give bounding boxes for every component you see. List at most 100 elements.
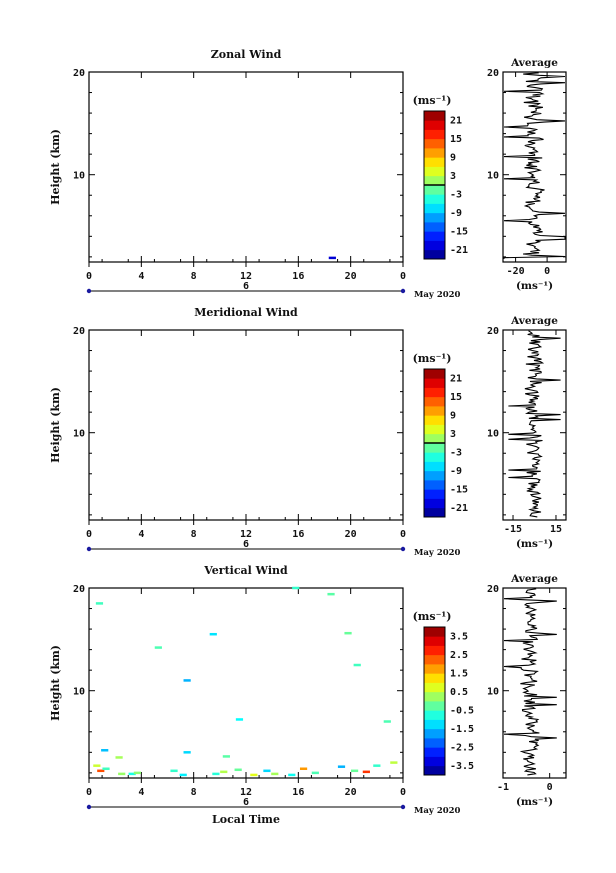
y-tick-label: 20 xyxy=(487,68,499,79)
x-tick-label: 0 xyxy=(400,787,406,798)
average-unit-label: (ms⁻¹) xyxy=(516,538,553,550)
colorbar-band xyxy=(424,203,445,214)
average-title: Average xyxy=(510,315,558,327)
panel-2: Meridional Wind Height (km) 10 20 0 4 8 12 16 20 0… xyxy=(49,306,468,558)
plot-frame xyxy=(88,587,404,779)
x-tick-label: 8 xyxy=(191,529,197,540)
colorbar-tick-label: -2.5 xyxy=(450,742,474,753)
day-bar-start-marker xyxy=(86,546,92,552)
colorbar-band xyxy=(424,710,445,720)
colorbar-band xyxy=(424,443,445,453)
data-cell xyxy=(299,767,308,771)
data-cell xyxy=(362,770,370,774)
y-tick-label: 10 xyxy=(487,171,499,182)
average-frame xyxy=(502,587,567,779)
day-label: 6 xyxy=(243,539,249,550)
data-cell xyxy=(179,773,187,777)
colorbar-tick-label: 3.5 xyxy=(450,631,468,642)
colorbar-band xyxy=(424,138,445,149)
data-cell xyxy=(390,761,398,764)
colorbar-band xyxy=(424,719,445,730)
date-label: May 2020 xyxy=(414,548,461,558)
day-label: 6 xyxy=(243,281,249,292)
colorbar-band xyxy=(424,498,445,509)
y-tick-label: 10 xyxy=(487,429,499,440)
x-tick-label: 0 xyxy=(86,529,92,540)
data-cell xyxy=(327,592,335,596)
data-cell xyxy=(263,769,271,773)
data-cell xyxy=(170,769,178,773)
colorbar-band xyxy=(424,369,445,379)
colorbar-band xyxy=(424,222,445,232)
data-cell xyxy=(118,772,126,776)
x-tick-label: 4 xyxy=(138,529,144,540)
colorbar-band xyxy=(424,378,445,388)
colorbar-frame xyxy=(423,626,446,776)
colorbar-band xyxy=(424,645,445,656)
colorbar-band xyxy=(424,756,445,767)
colorbar-band xyxy=(424,701,445,711)
data-cell xyxy=(271,772,279,776)
panel-title: Meridional Wind xyxy=(194,306,298,319)
x-tick-label: 8 xyxy=(191,787,197,798)
average-profile-line xyxy=(508,330,561,518)
data-cell xyxy=(383,720,391,723)
colorbar-tick-label: 15 xyxy=(450,392,462,403)
average-frame xyxy=(502,71,567,263)
plot-frame xyxy=(88,71,404,263)
panel-1: Zonal Wind Height (km) 10 20 0 4 8 12 16 20 0 6 May … xyxy=(49,48,468,300)
day-label: 6 xyxy=(243,797,249,808)
average-panel-1: Average 10 20 -20 0 (ms⁻¹) xyxy=(487,57,567,292)
y-axis-label: Height (km) xyxy=(49,387,62,463)
average-profile-line xyxy=(503,588,557,776)
x-tick-label: 0 xyxy=(86,787,92,798)
y-tick-label: 10 xyxy=(487,687,499,698)
colorbar-band xyxy=(424,396,445,407)
data-cell xyxy=(133,771,142,775)
data-cell xyxy=(373,764,381,767)
colorbar-band xyxy=(424,111,445,121)
colorbar-band xyxy=(424,738,445,748)
colorbar-tick-label: -0.5 xyxy=(450,705,474,716)
data-cell xyxy=(220,770,228,774)
colorbar-band xyxy=(424,673,445,683)
colorbar-tick-label: 3 xyxy=(450,429,456,440)
day-bar-start-marker xyxy=(86,804,92,810)
day-bar-start-marker xyxy=(86,288,92,294)
x-tick-label: 20 xyxy=(345,787,357,798)
colorbar-tick-label: 15 xyxy=(450,134,462,145)
x-tick-label: 16 xyxy=(292,271,304,282)
colorbar-band xyxy=(424,728,445,739)
colorbar-band xyxy=(424,461,445,472)
colorbar-band xyxy=(424,231,445,241)
colorbar-band xyxy=(424,175,445,186)
date-label: May 2020 xyxy=(414,290,461,300)
average-title: Average xyxy=(510,57,558,69)
panel-title: Vertical Wind xyxy=(203,564,288,577)
x-tick-label: 20 xyxy=(345,529,357,540)
y-tick-label: 10 xyxy=(73,171,85,182)
colorbar-band xyxy=(424,747,445,757)
day-bar-end-marker xyxy=(400,804,406,810)
x-tick-label: 20 xyxy=(345,271,357,282)
x-tick-label: 15 xyxy=(550,524,562,535)
colorbar-tick-label: -9 xyxy=(450,466,462,477)
colorbar-band xyxy=(424,185,445,195)
x-tick-label: 0 xyxy=(547,782,553,793)
x-tick-label: 0 xyxy=(86,271,92,282)
data-cell xyxy=(311,771,319,775)
data-cell xyxy=(212,772,220,776)
average-unit-label: (ms⁻¹) xyxy=(516,796,553,808)
colorbar-band xyxy=(424,682,445,693)
data-cell xyxy=(234,768,242,772)
x-tick-label: 12 xyxy=(240,529,252,540)
data-cell xyxy=(353,663,361,667)
data-cell xyxy=(288,773,296,777)
colorbar-tick-label: 0.5 xyxy=(450,687,468,698)
data-cell xyxy=(350,769,359,773)
colorbar-unit: (ms⁻¹) xyxy=(413,352,452,365)
average-unit-label: (ms⁻¹) xyxy=(516,280,553,292)
x-tick-label: 4 xyxy=(138,787,144,798)
data-cell xyxy=(102,767,110,771)
data-cell xyxy=(115,756,123,759)
